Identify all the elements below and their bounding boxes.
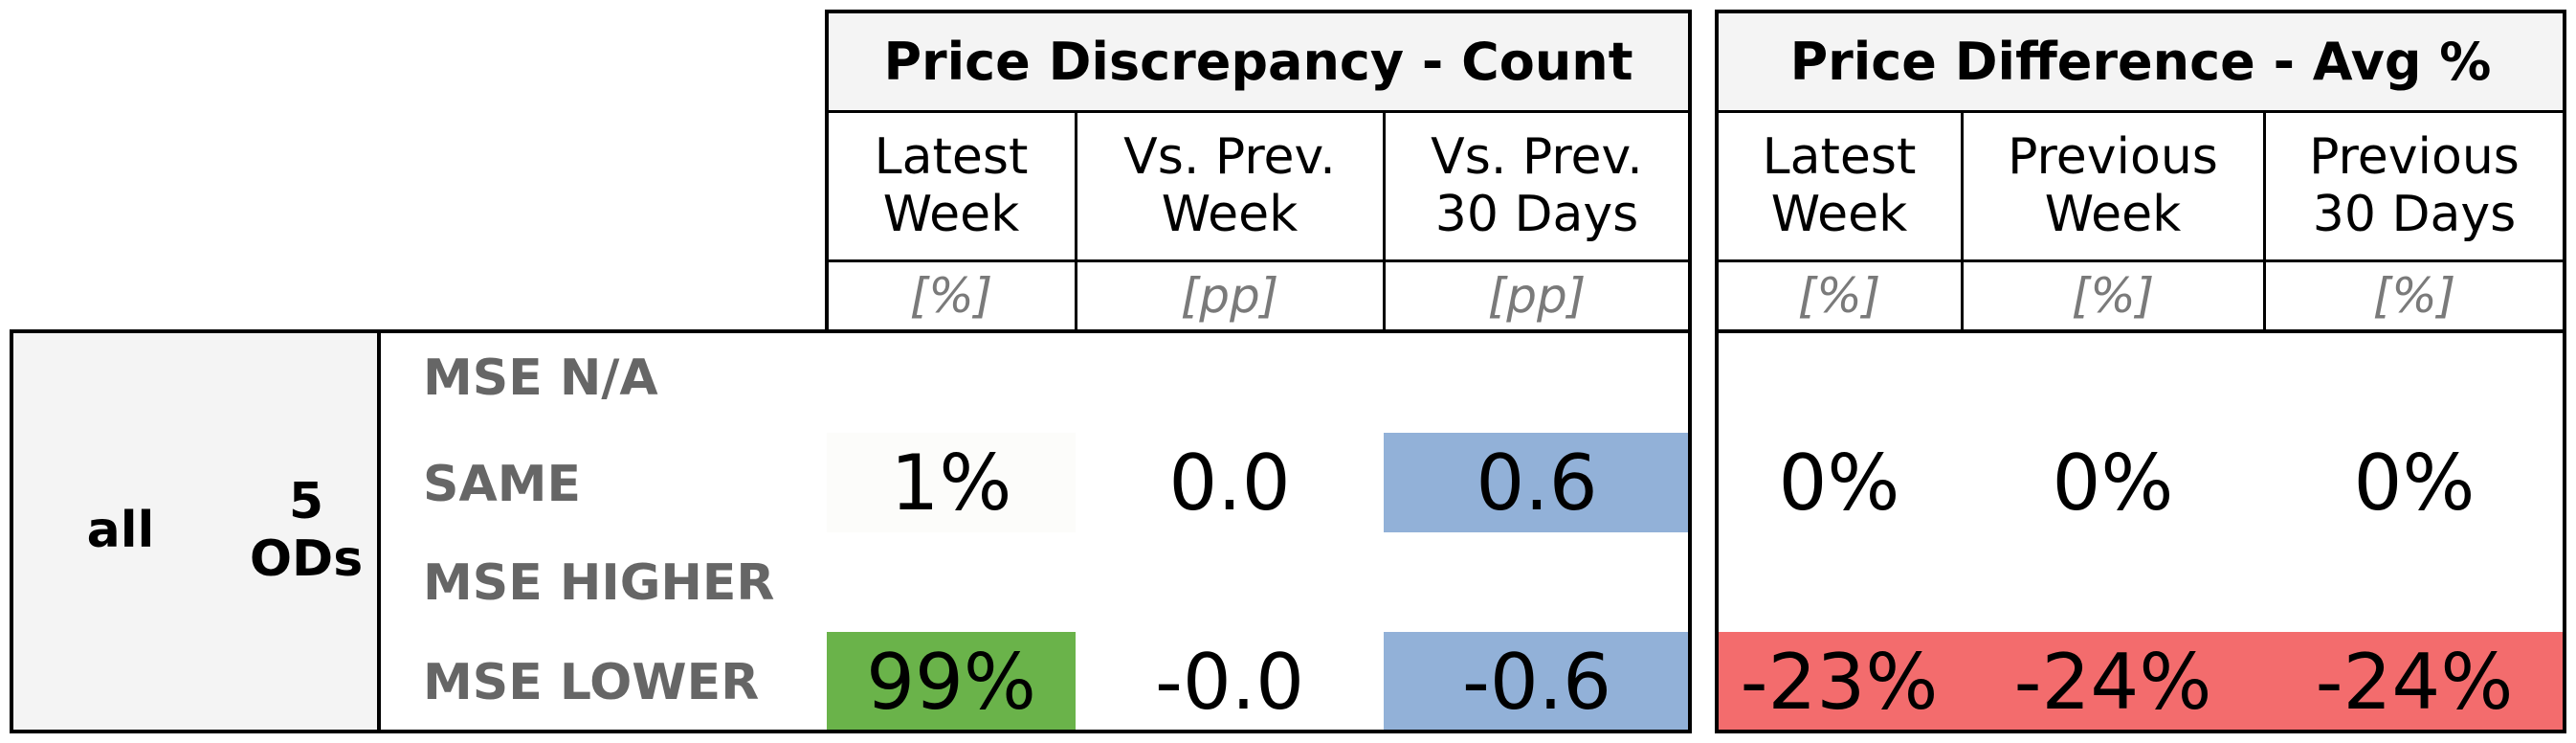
group-title-price-difference-avg: Price Difference - Avg % [1717,11,2565,111]
row-label-mse-lower: MSE LOWER [423,654,760,711]
cell-mse-lower-latest-week-count: 99% [827,632,1076,732]
unit-divider-avg [1717,259,2565,262]
unit-label-count-prev-30: [pp] [1487,268,1587,324]
column-header-previous-30-days: Previous 30 Days [2309,128,2520,243]
cell-mse-lower-previous-30-days: -24% [2264,632,2565,732]
cell-same-latest-week-avg: 0% [1778,438,1900,528]
unit-divider-count [827,259,1690,262]
column-divider-4 [1961,111,1964,331]
column-divider-2 [1383,111,1386,331]
unit-label-count-latest: [%] [909,268,993,324]
unit-label-avg-prev-30: [%] [2372,268,2456,324]
column-header-vs-prev-week: Vs. Prev. Week [1123,128,1336,243]
header-divider-avg [1717,110,2565,113]
row-label-mse-na: MSE N/A [423,349,658,407]
scope-panel [11,331,379,732]
header-divider-count [827,110,1690,113]
unit-label-avg-latest: [%] [1797,268,1881,324]
cell-mse-lower-vs-prev-week: -0.0 [1154,637,1305,727]
row-label-same: SAME [423,456,581,513]
od-count: 5 ODs [249,473,364,588]
column-header-latest-week-count: Latest Week [874,128,1029,243]
row-label-mse-higher: MSE HIGHER [423,554,775,612]
cell-same-latest-week-count: 1% [827,433,1076,532]
column-divider-1 [1075,111,1077,331]
cell-same-vs-prev-30-days: 0.6 [1384,433,1690,532]
group-title-price-discrepancy-count: Price Discrepancy - Count [827,11,1690,111]
cell-mse-lower-latest-week-avg: -23% [1717,632,1962,732]
column-divider-5 [2263,111,2266,331]
cell-same-previous-week: 0% [2052,438,2174,528]
cell-same-previous-30-days: 0% [2353,438,2476,528]
cell-mse-lower-previous-week: -24% [1962,632,2264,732]
scope-name: all [86,502,155,559]
unit-label-count-prev-week: [pp] [1180,268,1279,324]
column-header-previous-week: Previous Week [2008,128,2218,243]
cell-same-vs-prev-week: 0.0 [1168,438,1291,528]
unit-label-avg-prev-week: [%] [2071,268,2155,324]
column-header-latest-week-avg: Latest Week [1762,128,1917,243]
scope-panel-divider [377,331,381,732]
column-header-vs-prev-30-days: Vs. Prev. 30 Days [1431,128,1643,243]
cell-mse-lower-vs-prev-30-days: -0.6 [1384,632,1690,732]
